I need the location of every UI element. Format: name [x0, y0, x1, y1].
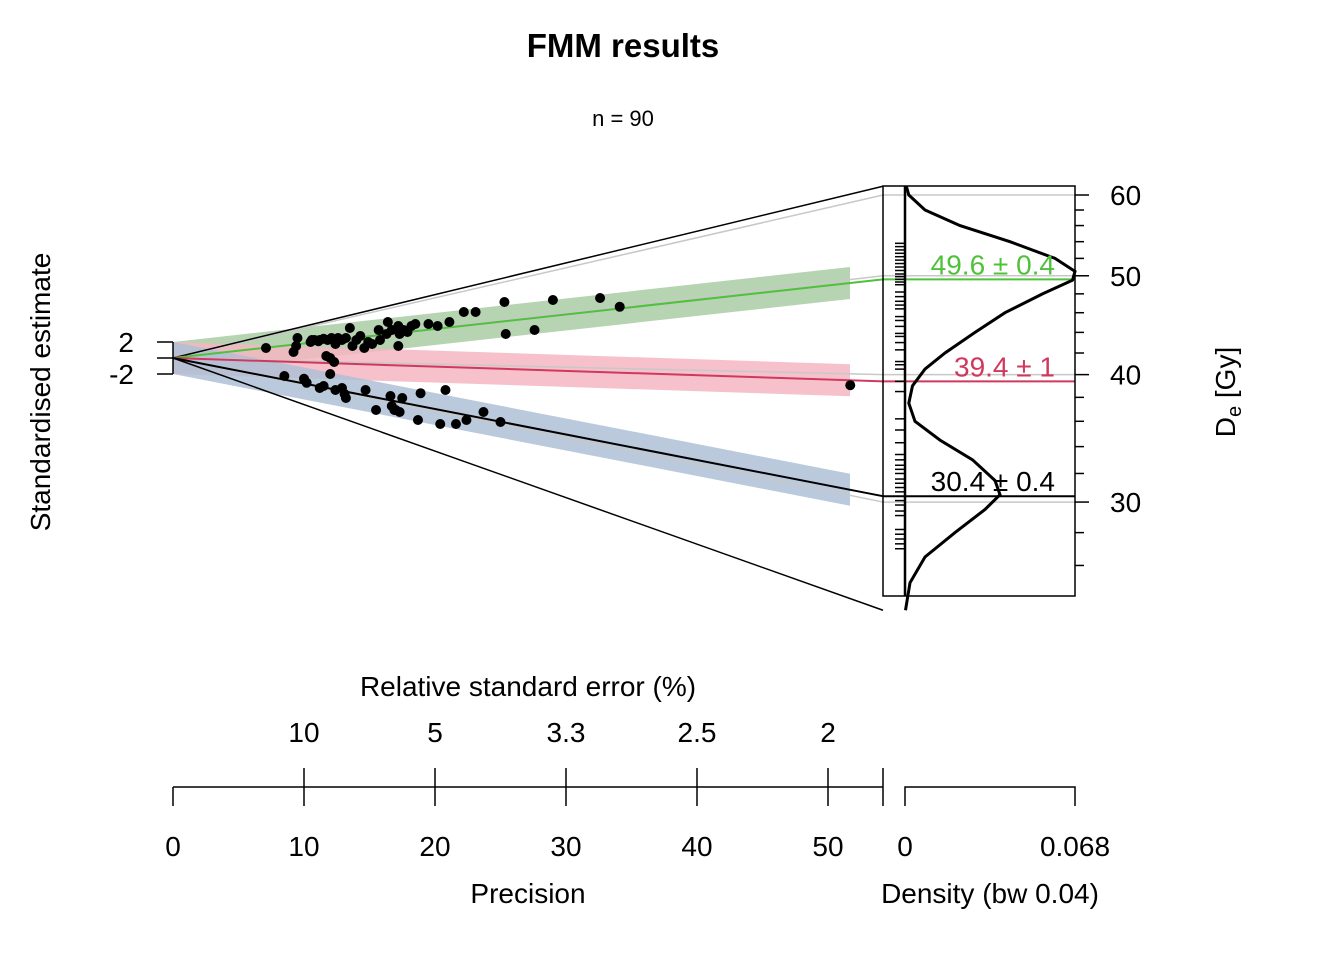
grey-radial-line [172, 194, 884, 359]
data-point [360, 385, 371, 395]
data-point [444, 317, 455, 327]
data-point [595, 293, 606, 303]
data-point [367, 339, 378, 349]
data-point [495, 417, 506, 427]
x-tick-label: 10 [288, 831, 319, 862]
data-point [340, 333, 351, 343]
x-tick-label: 0 [165, 831, 181, 862]
data-point [450, 419, 461, 429]
component-label-2: 39.4 ± 1 [954, 351, 1055, 382]
data-point [423, 319, 434, 329]
data-point [470, 307, 481, 317]
data-point [393, 341, 404, 351]
x2-axis-label: Relative standard error (%) [360, 671, 696, 702]
data-point [355, 331, 366, 341]
data-point [344, 323, 355, 333]
z-axis: 60 50 40 30 [1075, 180, 1141, 567]
rug-marks [895, 242, 905, 550]
x2-tick-label: 10 [288, 717, 319, 748]
component-labels: 49.6 ± 0.4 39.4 ± 1 30.4 ± 0.4 [931, 249, 1055, 497]
data-point [301, 377, 312, 388]
data-point [461, 415, 472, 425]
data-point [385, 391, 396, 401]
data-point [374, 335, 385, 345]
z-axis-label: De [Gy] [1210, 347, 1246, 437]
data-point [382, 317, 393, 327]
x-tick-label: 30 [550, 831, 581, 862]
radial-limit-line [172, 185, 884, 359]
data-point [440, 385, 451, 395]
data-point [529, 325, 540, 335]
z-tick-label: 50 [1110, 261, 1141, 292]
radial-boundary-lines [172, 185, 884, 611]
data-point [261, 343, 272, 353]
y-tick-label: -2 [109, 359, 134, 390]
data-point [291, 341, 302, 351]
y-tick-label: 2 [118, 327, 134, 358]
z-tick-label: 40 [1110, 360, 1141, 391]
density-axis-line [904, 786, 1076, 806]
y-axis-label: Standardised estimate [25, 253, 56, 532]
chart-subtitle: n = 90 [592, 106, 654, 131]
data-point [614, 301, 625, 312]
data-point [410, 319, 421, 329]
data-point [845, 380, 856, 391]
z-tick-label: 30 [1110, 487, 1141, 518]
data-point [435, 419, 446, 429]
data-point [432, 321, 443, 331]
data-point [412, 415, 423, 425]
data-point [329, 357, 340, 367]
data-point [340, 393, 351, 403]
density-tick-label: 0 [897, 831, 913, 862]
x-tick-label: 40 [681, 831, 712, 862]
x-tick-label: 20 [419, 831, 450, 862]
data-point [500, 329, 511, 339]
data-point [292, 333, 303, 343]
component-label-3: 30.4 ± 0.4 [931, 466, 1055, 497]
x-tick-label: 50 [812, 831, 843, 862]
x2-tick-label: 3.3 [547, 717, 586, 748]
component-line-1 [172, 278, 884, 359]
data-point [386, 401, 397, 411]
x2-tick-label: 2.5 [678, 717, 717, 748]
z-axis-frame [882, 185, 1076, 597]
data-point [394, 407, 405, 417]
y-axis-bracket: 2-2 [109, 327, 174, 390]
grey-radial-line [172, 357, 884, 376]
density-tick-label: 0.068 [1040, 831, 1110, 862]
component-label-1: 49.6 ± 0.4 [931, 249, 1055, 280]
chart-title: FMM results [527, 27, 720, 64]
data-points [261, 293, 856, 429]
data-point [279, 371, 290, 381]
density-axis-label: Density (bw 0.04) [881, 878, 1099, 909]
data-point [397, 393, 408, 403]
x2-tick-label: 5 [427, 717, 443, 748]
density-curve [904, 185, 1077, 611]
component-line-2 [172, 357, 884, 383]
data-point [547, 295, 558, 305]
data-point [478, 407, 489, 417]
data-point [415, 388, 426, 399]
data-point [373, 325, 384, 335]
z-tick-label: 60 [1110, 180, 1141, 211]
x-axis-label: Precision [470, 878, 585, 909]
data-point [458, 307, 469, 317]
data-point [499, 297, 510, 307]
data-point [318, 381, 329, 391]
x-axis: 0 10 20 30 40 50 10 5 3.3 2.5 2 [165, 717, 884, 862]
radial-limit-line [172, 357, 884, 611]
component-line-3 [172, 357, 884, 498]
density-axis: 0 0.068 [897, 786, 1110, 862]
data-point [371, 405, 382, 415]
data-point [325, 369, 336, 379]
x2-tick-label: 2 [820, 717, 836, 748]
